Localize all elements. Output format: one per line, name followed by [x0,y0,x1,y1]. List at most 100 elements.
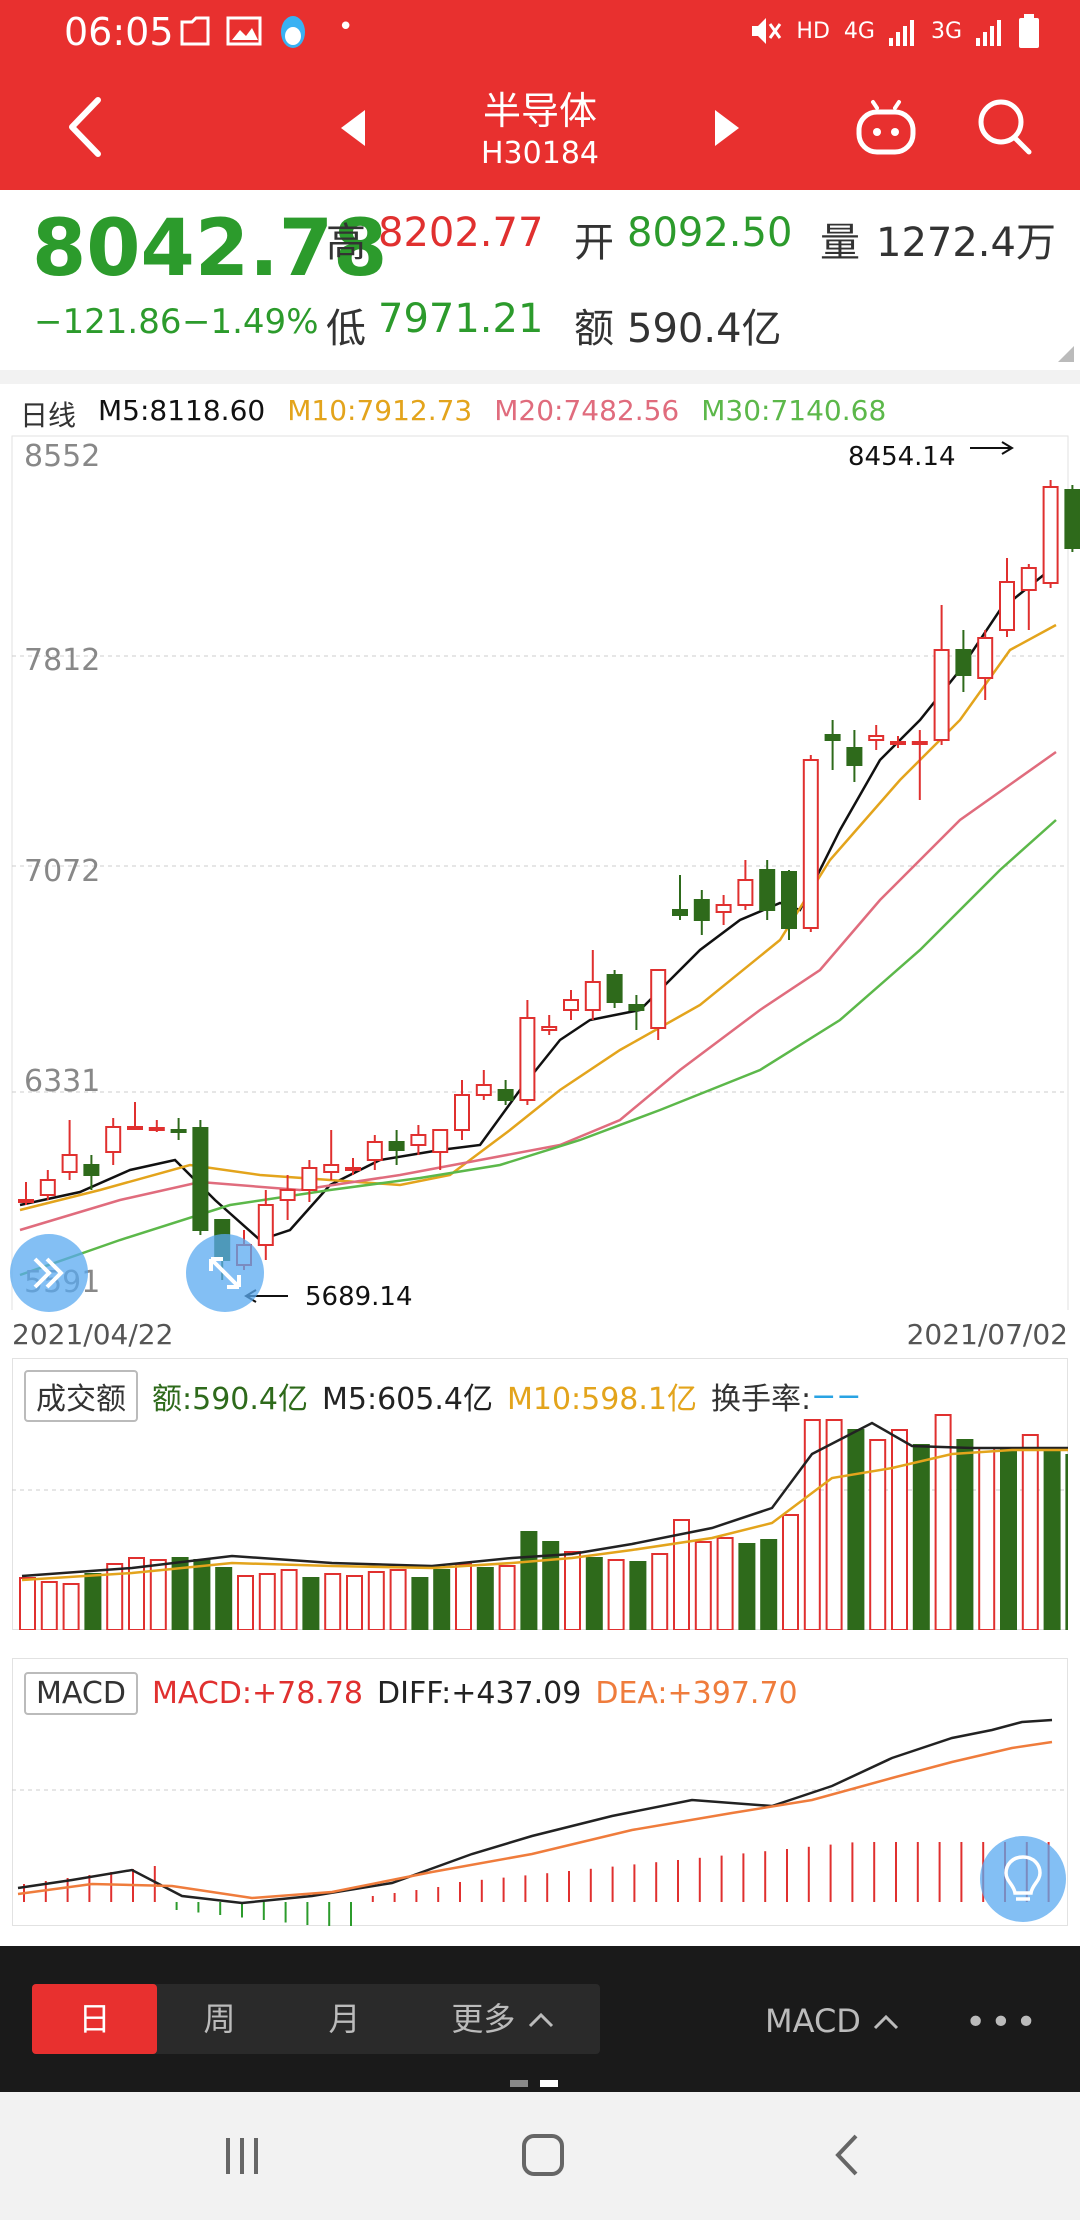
volume-bar [585,1557,603,1630]
volume-ma5: M5:605.4亿 [322,1382,493,1417]
candle-body [366,1141,383,1161]
lightbulb-icon [1004,1855,1042,1901]
back-arrow-icon[interactable] [58,92,118,162]
macd-value: MACD:+78.78 [151,1676,363,1711]
ma5-value: M5:8118.60 [98,394,266,427]
volume-bar [62,1583,80,1630]
volume-bar [564,1551,581,1630]
candle-body [584,981,601,1011]
last-price: 8042.78 [32,204,388,294]
high-marker-label: 8454.14 [848,442,956,472]
candle-body [563,999,579,1011]
image-icon [226,16,262,46]
search-icon[interactable] [975,96,1033,158]
price-change-percent: −1.49% [182,302,319,342]
volume-bar [258,1573,276,1630]
candle-body [955,649,972,676]
volume-bar [912,1444,930,1630]
tab-week[interactable]: 周 [203,2000,236,2038]
back-icon[interactable] [832,2132,862,2178]
chevron-up-icon [874,2014,899,2030]
volume-bar [803,1419,821,1630]
volume-bar [84,1573,102,1630]
ma20-value: M20:7482.56 [494,394,680,427]
volume-bar [673,1519,690,1630]
page-indicator [510,2080,558,2087]
y-tick-label: 6331 [24,1064,100,1099]
chevron-up-icon [528,2012,553,2028]
recent-apps-icon[interactable] [222,2134,262,2178]
tab-more[interactable]: 更多 [407,1984,600,2054]
candle-body [1064,489,1080,549]
volume-chart [12,1414,1068,1630]
volume-bar [978,1447,996,1630]
volume-bar [1065,1454,1068,1630]
candle-body [824,734,841,741]
volume-bar [40,1581,58,1630]
more-options-button[interactable]: ••• [965,2002,1041,2043]
volume-bar [389,1569,407,1630]
candle-body [977,637,994,679]
period-label[interactable]: 日线 [20,399,77,432]
quote-panel: 8042.78 −121.86 −1.49% 高 8202.77 开 8092.… [0,190,1080,375]
candle-body [933,649,950,741]
volume-bar [324,1573,342,1630]
tab-month[interactable]: 月 [328,2000,361,2038]
candle-body [890,741,906,745]
high-marker-arrow [970,441,1014,455]
candle-body [693,899,710,921]
volume-bar [542,1541,560,1630]
candle-body [628,1004,645,1011]
qq-penguin-icon [281,16,305,48]
status-right-icons: HD 4G 3G [748,14,1040,48]
header: 半导体 H30184 [0,68,1080,190]
expand-corner-icon[interactable] [1058,346,1074,362]
candle-body [39,1179,56,1196]
volume-bar [433,1569,451,1630]
macd-panel[interactable] [12,1658,1068,1926]
volume-indicator-tag[interactable]: 成交额 [24,1370,138,1422]
volume-bar [455,1563,472,1630]
home-icon[interactable] [520,2132,566,2178]
price-change: −121.86 [34,302,182,342]
candle-body [781,871,797,929]
page-dot-active [540,2080,558,2087]
dea-value: DEA:+397.70 [595,1676,798,1711]
fast-forward-button[interactable] [10,1234,88,1312]
indicator-select[interactable]: MACD [765,2002,901,2040]
candle-body [541,1026,558,1031]
candle-body [61,1154,78,1173]
volume-bar [411,1577,429,1630]
candle-body [18,1199,34,1203]
candle-body [846,747,863,766]
candle-body [650,969,667,1029]
volume-bar [738,1543,756,1630]
open-label: 开 [574,220,614,266]
high-value: 8202.77 [378,210,544,256]
status-bar: 06:05 • HD 4G 3G [0,0,1080,68]
kline-chart[interactable]: 8552 7812 7072 6331 5591 8454.14 5689.14 [0,430,1080,1310]
previous-stock-icon[interactable] [335,106,375,150]
candle-body [868,735,885,741]
volume-bar [694,1541,712,1630]
volume-bar [171,1557,189,1630]
indicator-select-label: MACD [765,2002,861,2040]
volume-bar [106,1563,124,1630]
tab-day[interactable]: 日 [32,1984,157,2054]
signal-icon-2 [976,20,1001,46]
candle-body [301,1167,318,1191]
robot-assistant-icon[interactable] [855,98,917,158]
candle-body [388,1141,405,1151]
volume-bar [607,1559,625,1630]
next-stock-icon[interactable] [705,106,745,150]
tips-button[interactable] [980,1836,1066,1922]
volume-bar [280,1569,298,1630]
candle-body [672,909,688,916]
candle-body [1020,567,1037,591]
period-toolbar: 日 周 月 更多 MACD ••• [0,1946,1080,2092]
volume-bar [629,1561,647,1630]
macd-indicator-tag[interactable]: MACD [24,1672,138,1715]
volume-amount: 额:590.4亿 [152,1382,308,1417]
fullscreen-button[interactable] [186,1234,264,1312]
y-tick-label: 7812 [24,643,100,678]
